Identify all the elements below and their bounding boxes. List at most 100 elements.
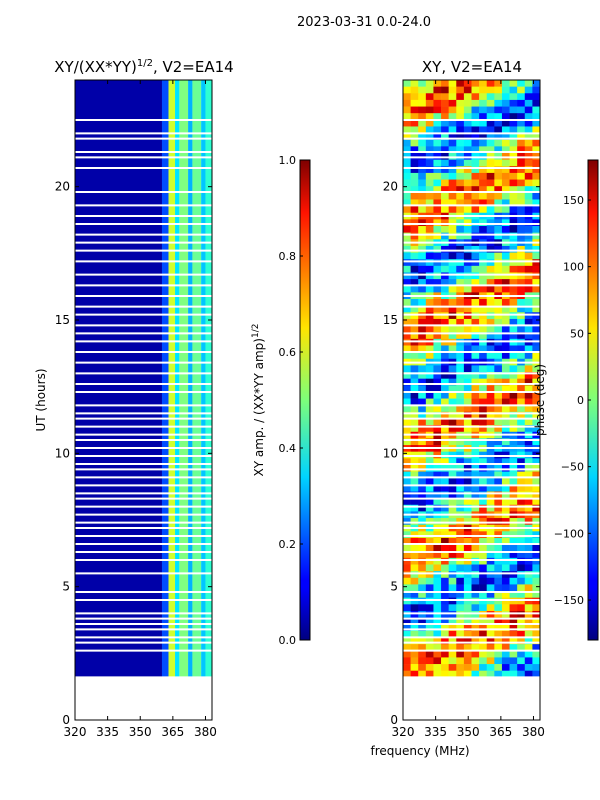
phase-cell	[449, 193, 457, 200]
phase-cell	[487, 93, 495, 100]
phase-cell	[464, 545, 472, 552]
phase-cell	[487, 352, 495, 359]
phase-cell	[456, 219, 464, 226]
phase-cell	[464, 299, 472, 306]
phase-cell	[411, 326, 419, 333]
colorbar-tick-label: 1.0	[279, 154, 297, 167]
phase-cell	[433, 604, 441, 611]
phase-cell	[441, 518, 449, 525]
phase-cell	[494, 219, 502, 226]
x-tick-label: 365	[161, 725, 184, 739]
phase-cell	[418, 193, 426, 200]
phase-cell	[441, 578, 449, 585]
phase-cell	[441, 272, 449, 279]
phase-cell	[418, 651, 426, 658]
phase-cell	[403, 206, 411, 213]
phase-cell	[403, 578, 411, 585]
phase-cell	[456, 140, 464, 147]
phase-cell	[426, 352, 434, 359]
phase-cell	[517, 100, 525, 107]
phase-cell	[449, 518, 457, 525]
phase-cell	[433, 246, 441, 253]
phase-cell	[487, 286, 495, 293]
phase-cell	[479, 531, 487, 538]
phase-cell	[532, 531, 540, 538]
phase-cell	[426, 664, 434, 671]
phase-cell	[411, 578, 419, 585]
phase-cell	[441, 93, 449, 100]
phase-cell	[411, 173, 419, 180]
phase-cell	[456, 558, 464, 565]
phase-cell	[502, 651, 510, 658]
phase-cell	[426, 219, 434, 226]
phase-cell	[441, 584, 449, 591]
phase-cell	[449, 558, 457, 565]
phase-cell	[510, 107, 518, 114]
phase-cell	[487, 80, 495, 87]
phase-cell	[441, 571, 449, 578]
phase-cell	[464, 611, 472, 618]
phase-cell	[525, 545, 533, 552]
phase-cell	[411, 226, 419, 233]
phase-cell	[418, 272, 426, 279]
phase-cell	[418, 565, 426, 572]
phase-cell	[479, 226, 487, 233]
phase-cell	[510, 93, 518, 100]
phase-cell	[456, 604, 464, 611]
phase-cell	[441, 226, 449, 233]
phase-cell	[532, 565, 540, 572]
phase-cell	[464, 100, 472, 107]
phase-cell	[456, 326, 464, 333]
phase-cell	[426, 578, 434, 585]
phase-cell	[403, 286, 411, 293]
phase-heatmap-panel: XY, V2=EA14 320 335 350 365 380 05101520	[383, 58, 545, 739]
phase-cell	[487, 193, 495, 200]
phase-cell	[433, 664, 441, 671]
x-tick-label: 365	[489, 725, 512, 739]
phase-cell	[433, 571, 441, 578]
phase-cell	[525, 312, 533, 319]
phase-cell	[494, 664, 502, 671]
phase-cell	[441, 266, 449, 273]
phase-cell	[510, 193, 518, 200]
phase-cell	[418, 326, 426, 333]
phase-cell	[510, 173, 518, 180]
phase-cell	[464, 518, 472, 525]
phase-cell	[433, 93, 441, 100]
phase-cell	[502, 545, 510, 552]
phase-cell	[449, 299, 457, 306]
phase-cell	[510, 571, 518, 578]
phase-cell	[510, 253, 518, 260]
phase-cell	[472, 598, 480, 605]
phase-cell	[517, 571, 525, 578]
phase-cell	[525, 565, 533, 572]
phase-cell	[494, 604, 502, 611]
phase-cell	[441, 80, 449, 87]
colorbar-tick-label: −50	[561, 461, 584, 474]
phase-cell	[487, 246, 495, 253]
phase-cell	[472, 286, 480, 293]
y-tick-label: 20	[383, 180, 398, 194]
phase-cell	[517, 478, 525, 485]
phase-cell	[456, 611, 464, 618]
phase-cell	[403, 219, 411, 226]
phase-cell	[441, 219, 449, 226]
phase-cell	[449, 80, 457, 87]
phase-cell	[494, 478, 502, 485]
phase-cell	[403, 80, 411, 87]
phase-cell	[433, 286, 441, 293]
y-tick-label: 10	[383, 446, 398, 460]
phase-cell	[472, 571, 480, 578]
phase-cell	[449, 140, 457, 147]
phase-cell	[433, 259, 441, 266]
phase-cell	[449, 272, 457, 279]
phase-cell	[433, 518, 441, 525]
phase-cell	[479, 657, 487, 664]
phase-cell	[494, 545, 502, 552]
phase-cell	[449, 173, 457, 180]
phase-cell	[494, 365, 502, 372]
phase-cell	[517, 80, 525, 87]
phase-cell	[411, 657, 419, 664]
phase-cell	[472, 545, 480, 552]
amp-heatmap-panel: XY/(XX*YY)1/2, V2=EA14 320 335 350 365 380 0…	[34, 58, 234, 739]
